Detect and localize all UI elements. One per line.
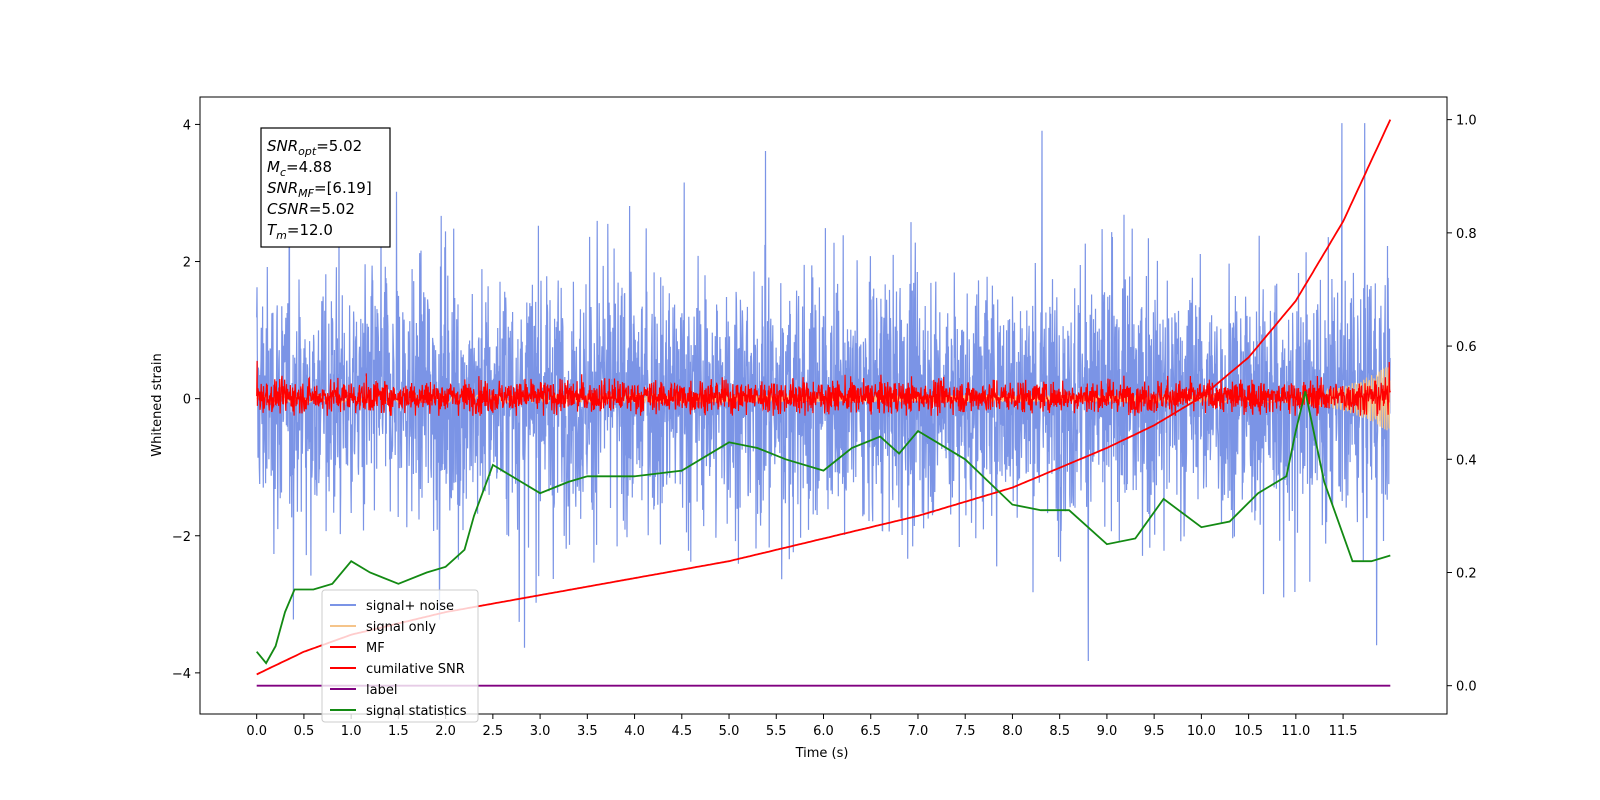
y-axis-label: Whitened strain [150,353,165,456]
y2-tick-label: 1.0 [1456,114,1477,129]
y-axis: 4 2 0 −2 −4 [172,118,200,682]
x-tick-label: 8.5 [1049,724,1070,739]
annotation-line: CSNR=5.02 [267,200,355,218]
signal-statistics-line [256,391,1391,665]
legend-label: signal only [366,620,436,635]
x-tick-label: 10.5 [1234,724,1263,739]
y-tick-label: 0 [183,393,191,408]
x-axis-label: Time (s) [795,746,849,761]
x-tick-label: 10.0 [1187,724,1216,739]
x-tick-label: 0.0 [246,724,267,739]
legend-label: MF [366,641,385,656]
legend: signal+ noise signal only MF cumilative SNR… [321,589,479,723]
signal-noise-line [256,123,1391,662]
x-tick-label: 3.0 [530,724,551,739]
y-tick-label: 2 [183,256,191,271]
x-tick-label: 11.5 [1329,724,1358,739]
y-tick-label: −4 [172,667,191,682]
x-axis: 0.0 0.5 1.0 1.5 2.0 2.5 3.0 3.5 4.0 4.5 5.0 5.5 6.0 6… [246,714,1358,739]
y2-tick-label: 0.4 [1456,453,1477,468]
x-tick-label: 7.5 [955,724,976,739]
y2-axis: 1.0 0.8 0.6 0.4 0.2 0.0 [1447,114,1477,695]
x-tick-label: 3.5 [577,724,598,739]
legend-label: signal+ noise [366,599,454,614]
annotation-line: SNRMF=[6.19] [267,179,372,200]
x-tick-label: 6.0 [813,724,834,739]
y2-tick-label: 0.2 [1456,566,1477,581]
legend-label: signal statistics [366,704,467,719]
y-tick-label: −2 [172,530,191,545]
y2-tick-label: 0.6 [1456,340,1477,355]
x-tick-label: 2.0 [435,724,456,739]
annotation-line: SNRopt=5.02 [267,137,362,158]
annotation-line: Mc=4.88 [267,158,332,179]
y2-tick-label: 0.8 [1456,227,1477,242]
annotation-line: Tm=12.0 [267,221,333,242]
x-tick-label: 9.0 [1097,724,1118,739]
legend-label: label [366,683,397,698]
legend-label: cumilative SNR [366,662,465,677]
x-tick-label: 8.0 [1002,724,1023,739]
x-tick-label: 11.0 [1281,724,1310,739]
x-tick-label: 2.5 [483,724,504,739]
mf-line [256,360,1391,416]
x-tick-label: 9.5 [1144,724,1165,739]
legend-frame [321,589,479,723]
y2-tick-label: 0.0 [1456,680,1477,695]
x-tick-label: 7.0 [908,724,929,739]
x-tick-label: 1.5 [388,724,409,739]
x-tick-label: 5.5 [766,724,787,739]
x-tick-label: 6.5 [860,724,881,739]
x-tick-label: 1.0 [341,724,362,739]
y-tick-label: 4 [183,118,191,133]
x-tick-label: 0.5 [294,724,315,739]
annotation-frame [260,127,391,248]
x-tick-label: 4.5 [671,724,692,739]
x-tick-label: 4.0 [624,724,645,739]
x-tick-label: 5.0 [719,724,740,739]
